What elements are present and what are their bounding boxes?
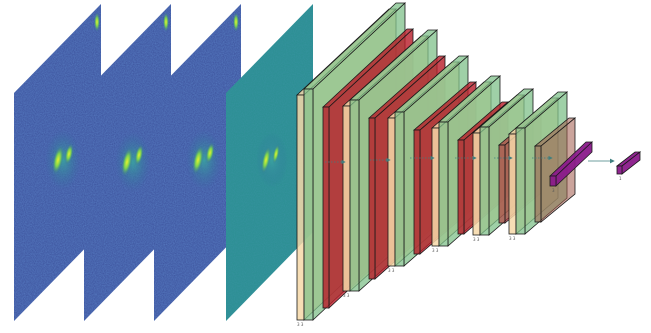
dense-1 [548, 141, 594, 187]
flow-arrows [325, 155, 615, 165]
input-map-4 [226, 4, 313, 321]
block-4-label: 3 3 [432, 248, 439, 253]
input-map-3 [154, 4, 241, 321]
dense-2-label: 1 [619, 176, 622, 181]
block-6-label: 3 3 [509, 236, 516, 241]
cnn-blocks [295, 2, 577, 321]
block-2-label: 3 3 [343, 293, 350, 298]
dense-layers [548, 141, 642, 187]
block-5-label: 3 3 [473, 237, 480, 242]
block-labels: 3 3 3 3 3 3 3 3 3 3 3 3 3 1 [297, 176, 622, 327]
input-feature-maps [14, 4, 313, 321]
input-map-1 [14, 4, 101, 321]
block-6 [507, 91, 577, 235]
block-3-label: 3 3 [388, 268, 395, 273]
block-1-label: 3 3 [297, 322, 304, 327]
input-map-2 [84, 4, 171, 321]
dense-2 [615, 151, 642, 175]
dense-1-label: 3 [552, 188, 555, 193]
